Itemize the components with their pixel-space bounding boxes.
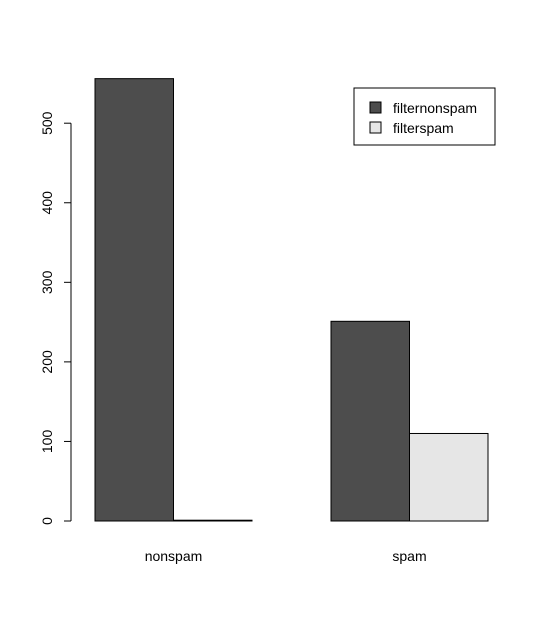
bar-spam-filterspam [409, 432, 489, 522]
x-category-label-spam: spam [392, 548, 426, 564]
legend-label-filterspam: filterspam [393, 120, 454, 136]
legend: filternonspam filterspam [353, 87, 496, 146]
legend-swatch-filternonspam [369, 101, 382, 114]
y-tick-label: 200 [39, 350, 55, 374]
bar-spam-filternonspam [330, 320, 410, 522]
x-category-label-nonspam: nonspam [145, 548, 203, 564]
legend-swatch-filterspam [369, 121, 382, 134]
x-axis-labels: nonspam spam [145, 548, 427, 564]
bar-nonspam-filterspam [173, 519, 253, 522]
y-tick-label: 0 [39, 517, 55, 525]
y-tick-label: 400 [39, 191, 55, 215]
bars-group [94, 78, 489, 522]
y-tick-label: 100 [39, 430, 55, 454]
legend-box [353, 87, 496, 146]
y-tick-label: 500 [39, 111, 55, 135]
legend-label-filternonspam: filternonspam [393, 100, 477, 116]
bar-nonspam-filternonspam [94, 78, 174, 522]
y-tick-label: 300 [39, 270, 55, 294]
y-axis: 0 100 200 300 400 500 [39, 111, 72, 525]
